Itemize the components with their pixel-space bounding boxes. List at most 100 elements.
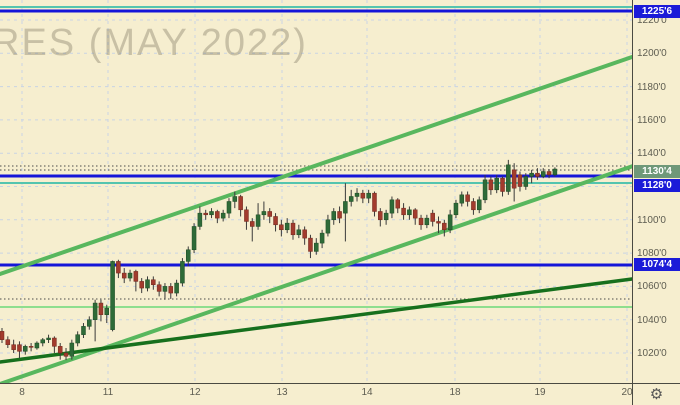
candle-body — [46, 337, 51, 340]
candle-body — [476, 199, 482, 211]
price-axis-label: 1100'0 — [637, 214, 666, 226]
candle-body — [378, 211, 383, 221]
candle-body — [296, 229, 302, 236]
candle-body — [261, 211, 267, 216]
candle-body — [232, 196, 238, 202]
candle-body — [215, 211, 220, 219]
candle-body — [75, 334, 80, 344]
candle-body — [267, 211, 272, 217]
price-axis-label: 1220'0 — [637, 15, 667, 26]
candle-body — [424, 217, 430, 226]
price-axis-label: 1060'0 — [637, 281, 667, 293]
candle-body — [17, 344, 22, 352]
price-axis-separator — [632, 0, 633, 405]
candle-body — [226, 201, 232, 214]
candle-body — [23, 346, 28, 352]
candle-body — [407, 209, 412, 216]
candle-body — [40, 339, 45, 344]
candle-body — [284, 222, 290, 231]
price-level-badge: 1128'0 — [634, 179, 680, 192]
candle-body — [354, 192, 360, 197]
candle-body — [69, 342, 75, 357]
time-axis-separator — [0, 383, 680, 384]
candle-body — [87, 319, 92, 327]
candle-body — [238, 196, 243, 211]
time-axis[interactable] — [0, 383, 633, 405]
candle-body — [541, 171, 546, 177]
candle-body — [151, 279, 156, 285]
candle-body — [442, 222, 447, 231]
candle-body — [220, 212, 226, 219]
candle-body — [430, 212, 435, 222]
candle-body — [244, 209, 249, 222]
candle-body — [383, 212, 389, 221]
chart-plot-area[interactable] — [0, 0, 633, 383]
candle-body — [34, 342, 40, 349]
candle-body — [255, 214, 261, 227]
candle-body — [506, 164, 511, 192]
candle-body — [145, 279, 150, 289]
price-axis-label: 1040'0 — [637, 314, 667, 326]
candle-body — [127, 272, 133, 279]
time-axis-label: 18 — [449, 387, 461, 398]
long-term-trend-support — [0, 277, 633, 364]
candle-body — [360, 192, 366, 199]
candle-body — [52, 337, 57, 347]
price-axis-label: 1080'0 — [637, 248, 667, 260]
candle-body — [453, 202, 459, 216]
candle-body — [57, 346, 63, 354]
price-level-badge: 1225'6 — [634, 5, 680, 18]
candle-body — [139, 281, 144, 289]
candle-body — [529, 172, 534, 177]
candle-body — [104, 307, 110, 315]
price-level-badge: 1074'4 — [634, 258, 680, 271]
candle-body — [11, 344, 16, 350]
price-axis-label: 1160'0 — [637, 114, 666, 126]
axis-corner: ⚙ — [633, 383, 680, 405]
candle-body — [121, 272, 127, 279]
candle-body — [0, 331, 5, 340]
candle-body — [418, 217, 424, 226]
time-axis-label: 13 — [276, 387, 288, 398]
price-axis-label: 1020'0 — [637, 348, 667, 359]
candle-body — [366, 192, 371, 199]
candle-body — [447, 214, 453, 231]
candle-body — [279, 224, 284, 231]
candle-body — [197, 212, 203, 227]
time-axis-label: 11 — [102, 387, 114, 398]
candle-body — [325, 219, 331, 234]
candle-body — [517, 174, 523, 187]
candle-body — [98, 302, 104, 315]
candle-body — [174, 282, 179, 294]
candle-body — [412, 209, 418, 219]
candle-body — [5, 339, 11, 345]
ascending-channel-upper — [0, 55, 633, 276]
candle-body — [92, 302, 98, 320]
candle-body — [180, 261, 185, 284]
candle-body — [348, 196, 354, 202]
candle-body — [535, 172, 540, 177]
candle-body — [273, 216, 278, 226]
candle-body — [185, 249, 191, 262]
candle-body — [250, 221, 255, 227]
contract-watermark-title: RES (MAY 2022) — [0, 22, 308, 64]
candle-body — [465, 194, 470, 202]
candle-body — [110, 261, 115, 330]
candle-body — [552, 168, 558, 176]
candle-body — [337, 211, 342, 219]
candle-body — [302, 229, 307, 239]
candle-body — [343, 201, 348, 214]
settings-gear-icon[interactable]: ⚙ — [649, 385, 664, 403]
candle-body — [494, 177, 499, 191]
candle-body — [523, 176, 529, 187]
candle-body — [191, 226, 197, 251]
candle-body — [389, 199, 395, 214]
candle-body — [401, 207, 406, 216]
candle-body — [436, 221, 441, 224]
price-axis-label: 1180'0 — [637, 81, 666, 93]
candle-body — [203, 212, 208, 216]
candle-body — [116, 261, 121, 274]
candle-body — [459, 194, 465, 204]
candle-body — [168, 286, 174, 294]
